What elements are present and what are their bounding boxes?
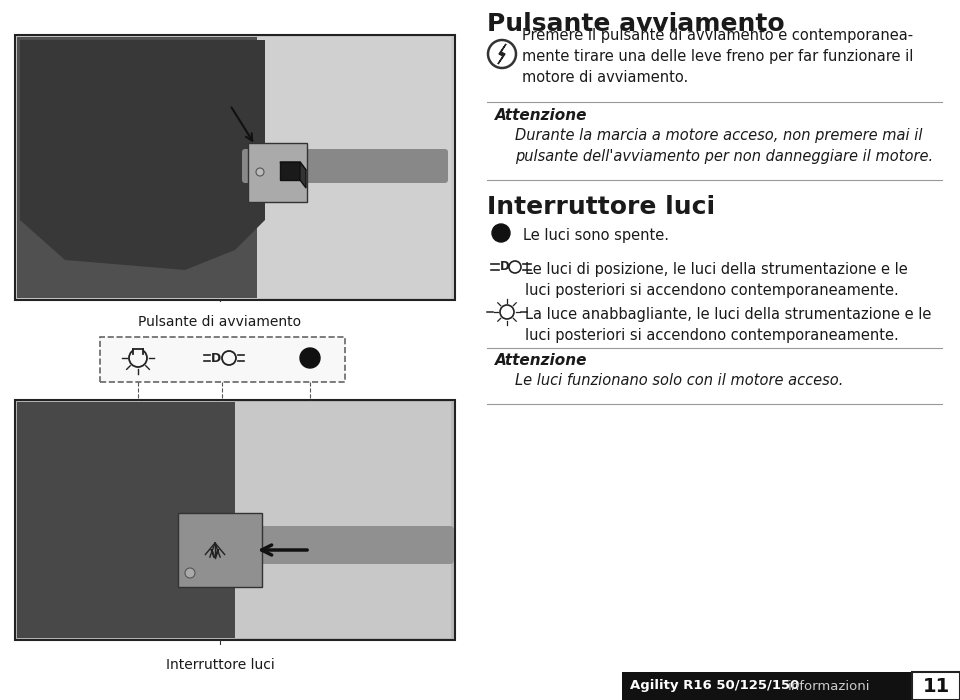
- FancyBboxPatch shape: [100, 337, 345, 382]
- Text: D: D: [500, 260, 510, 274]
- FancyBboxPatch shape: [133, 346, 143, 354]
- Circle shape: [492, 224, 510, 242]
- Text: Le luci di posizione, le luci della strumentazione e le
luci posteriori si accen: Le luci di posizione, le luci della stru…: [525, 262, 908, 298]
- Text: La luce anabbagliante, le luci della strumentazione e le
luci posteriori si acce: La luce anabbagliante, le luci della str…: [525, 307, 931, 343]
- Text: D: D: [211, 351, 221, 365]
- Circle shape: [256, 168, 264, 176]
- Text: Pulsante di avviamento: Pulsante di avviamento: [138, 315, 301, 329]
- FancyBboxPatch shape: [17, 37, 259, 298]
- Polygon shape: [498, 44, 506, 64]
- Text: Le luci funzionano solo con il motore acceso.: Le luci funzionano solo con il motore ac…: [515, 373, 844, 388]
- Polygon shape: [20, 40, 265, 270]
- Polygon shape: [300, 162, 306, 188]
- FancyBboxPatch shape: [235, 402, 450, 638]
- Text: Premere il pulsante di avviamento e contemporanea-
mente tirare una delle leve f: Premere il pulsante di avviamento e cont…: [522, 28, 913, 85]
- Text: Attenzione: Attenzione: [495, 108, 588, 123]
- FancyBboxPatch shape: [191, 526, 454, 564]
- Text: V: V: [210, 549, 220, 561]
- Polygon shape: [280, 162, 300, 180]
- Circle shape: [185, 568, 195, 578]
- Text: Le luci sono spente.: Le luci sono spente.: [523, 228, 669, 243]
- Text: Agility R16 50/125/150: Agility R16 50/125/150: [630, 680, 800, 692]
- FancyBboxPatch shape: [248, 143, 307, 202]
- Text: Pulsante avviamento: Pulsante avviamento: [487, 12, 784, 36]
- Text: Interruttore luci: Interruttore luci: [487, 195, 715, 219]
- Text: 11: 11: [923, 676, 949, 696]
- Text: informazioni: informazioni: [788, 680, 871, 692]
- FancyBboxPatch shape: [15, 400, 455, 640]
- FancyBboxPatch shape: [257, 37, 450, 298]
- FancyBboxPatch shape: [912, 672, 960, 700]
- Text: Durante la marcia a motore acceso, non premere mai il
pulsante dell'avviamento p: Durante la marcia a motore acceso, non p…: [515, 128, 933, 164]
- FancyBboxPatch shape: [242, 149, 448, 183]
- Text: Attenzione: Attenzione: [495, 353, 588, 368]
- FancyBboxPatch shape: [622, 672, 912, 700]
- FancyBboxPatch shape: [178, 513, 262, 587]
- FancyBboxPatch shape: [15, 35, 455, 300]
- Polygon shape: [280, 162, 306, 170]
- Circle shape: [300, 348, 320, 368]
- FancyBboxPatch shape: [17, 402, 237, 638]
- Text: Interruttore luci: Interruttore luci: [166, 658, 275, 672]
